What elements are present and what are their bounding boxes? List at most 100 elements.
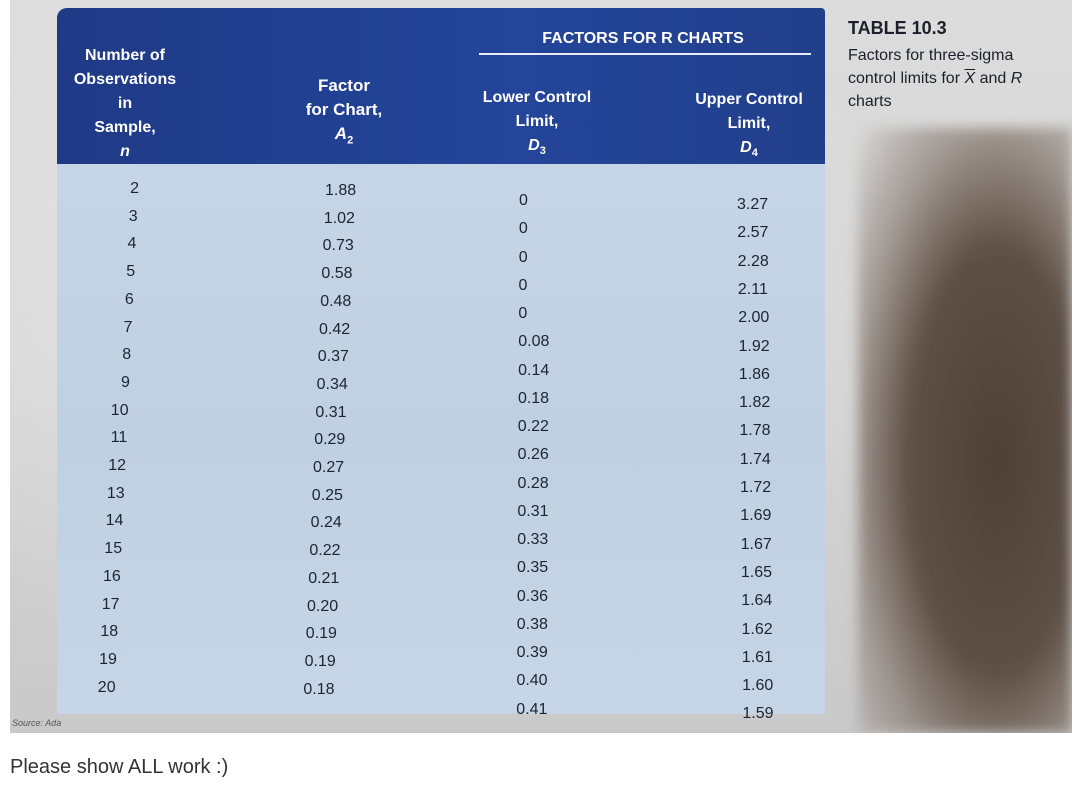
row-14-n: 14 — [105, 512, 124, 530]
row-11-a2: 0.29 — [314, 431, 346, 449]
caption-line1: Factors for three-sigma — [848, 47, 1014, 64]
row-10-d4: 1.78 — [739, 422, 771, 440]
row-17-d3: 0.38 — [516, 615, 548, 633]
row-15-n: 15 — [104, 540, 123, 558]
row-15-d4: 1.65 — [740, 563, 773, 581]
caption-title: TABLE 10.3 — [848, 18, 947, 38]
row-20-d4: 1.59 — [742, 705, 774, 723]
row-4-n: 4 — [127, 235, 137, 253]
row-7-d3: 0.08 — [518, 333, 550, 351]
row-6-n: 6 — [124, 290, 134, 308]
header-group-title: FACTORS FOR R CHARTS — [542, 30, 744, 47]
row-15-a2: 0.22 — [309, 542, 341, 560]
row-3-n: 3 — [128, 207, 138, 225]
header-a2-line1: Factor — [318, 76, 370, 95]
row-13-n: 13 — [106, 484, 125, 502]
row-19-n: 19 — [99, 650, 117, 668]
table-body: 2 1.88 0 3.27 3 1.02 0 2.57 4 0.73 0 2.28 5 0.58 0 2.11… — [57, 164, 825, 722]
row-15-d3: 0.35 — [517, 559, 549, 577]
row-9-a2: 0.34 — [316, 375, 348, 393]
header-n: Number of Observations in Sample, n — [65, 44, 185, 164]
row-8-d4: 1.86 — [738, 365, 770, 383]
row-7-n: 7 — [123, 318, 133, 336]
row-10-n: 10 — [110, 401, 129, 419]
row-4-d3: 0 — [518, 248, 528, 266]
row-3-d3: 0 — [518, 220, 528, 238]
caption-line2: control limits for X and R — [848, 70, 1023, 87]
row-2-d3: 0 — [519, 192, 528, 209]
row-19-d3: 0.40 — [516, 672, 548, 690]
header-a2-symbol: A2 — [334, 124, 354, 147]
row-9-n: 9 — [120, 373, 130, 391]
row-6-d3: 0 — [518, 305, 528, 322]
row-7-a2: 0.42 — [319, 320, 351, 338]
row-18-d3: 0.39 — [516, 644, 548, 661]
row-3-a2: 1.02 — [323, 209, 355, 227]
row-14-a2: 0.24 — [310, 514, 342, 532]
row-6-a2: 0.48 — [320, 292, 352, 310]
row-9-d3: 0.18 — [517, 389, 550, 407]
header-d4: Upper Control Limit, D4 — [679, 88, 819, 165]
row-8-n: 8 — [122, 346, 132, 364]
xbar-symbol: X — [964, 70, 976, 87]
row-17-n: 17 — [101, 595, 120, 613]
row-6-d4: 2.00 — [738, 309, 770, 327]
row-14-d3: 0.33 — [517, 531, 549, 548]
row-14-d4: 1.67 — [740, 535, 772, 553]
row-8-d3: 0.14 — [518, 361, 550, 379]
header-d4-symbol: D4 — [740, 139, 758, 160]
row-20-n: 20 — [97, 678, 116, 696]
row-13-d4: 1.69 — [740, 507, 772, 525]
row-10-d3: 0.22 — [517, 418, 549, 435]
row-11-d4: 1.74 — [739, 450, 771, 468]
row-12-n: 12 — [108, 457, 126, 474]
row-5-d4: 2.11 — [737, 280, 768, 298]
textbook-photo: Number of Observations in Sample, n Fact… — [10, 0, 1072, 733]
row-2-n: 2 — [130, 180, 139, 197]
header-d4-line1: Upper Control — [695, 91, 803, 108]
row-11-n: 11 — [110, 429, 128, 447]
row-5-d3: 0 — [518, 276, 528, 294]
row-17-a2: 0.20 — [307, 597, 339, 615]
row-11-d3: 0.26 — [517, 446, 549, 464]
header-n-line1: Number of — [85, 47, 165, 64]
row-7-d4: 1.92 — [738, 337, 770, 355]
row-12-a2: 0.27 — [313, 459, 345, 476]
header-d4-line2: Limit, — [727, 115, 771, 132]
finger-shadow — [858, 128, 1072, 733]
header-n-line2: Observations in — [73, 71, 177, 112]
header-n-line3: Sample, — [94, 119, 156, 136]
row-20-d3: 0.41 — [516, 700, 548, 718]
question-text: Please show ALL work :) — [10, 756, 229, 778]
row-2-d4: 3.27 — [737, 196, 769, 213]
row-13-d3: 0.31 — [517, 502, 549, 520]
row-9-d4: 1.82 — [739, 394, 771, 412]
header-a2-line2: for Chart, — [305, 100, 383, 119]
table-header: Number of Observations in Sample, n Fact… — [57, 8, 825, 164]
row-16-d4: 1.64 — [741, 592, 773, 610]
header-d3-symbol: D3 — [528, 137, 546, 158]
row-16-n: 16 — [103, 567, 121, 585]
header-d3: Lower Control Limit, D3 — [467, 86, 607, 163]
header-group-rule — [479, 53, 811, 55]
r-symbol: R — [1010, 70, 1023, 87]
row-16-a2: 0.21 — [308, 569, 340, 587]
row-19-d4: 1.60 — [742, 677, 774, 695]
header-n-symbol: n — [120, 143, 130, 160]
row-17-d4: 1.62 — [741, 620, 773, 638]
caption-text: Factors for three-sigma control limits f… — [848, 44, 1072, 113]
row-12-d3: 0.28 — [517, 474, 549, 492]
caption-line3: charts — [848, 93, 892, 110]
row-13-a2: 0.25 — [311, 486, 343, 504]
row-16-d3: 0.36 — [516, 587, 549, 605]
row-5-n: 5 — [126, 263, 136, 281]
row-3-d4: 2.57 — [737, 224, 769, 242]
row-2-a2: 1.88 — [325, 182, 357, 199]
row-18-n: 18 — [100, 623, 119, 641]
header-d3-line2: Limit, — [515, 113, 559, 130]
header-a2: Factor for Chart, A2 — [289, 74, 399, 152]
row-20-a2: 0.18 — [303, 680, 335, 698]
source-note: Source: Ada — [12, 718, 62, 728]
row-18-d4: 1.61 — [741, 648, 773, 666]
row-4-d4: 2.28 — [737, 252, 769, 270]
